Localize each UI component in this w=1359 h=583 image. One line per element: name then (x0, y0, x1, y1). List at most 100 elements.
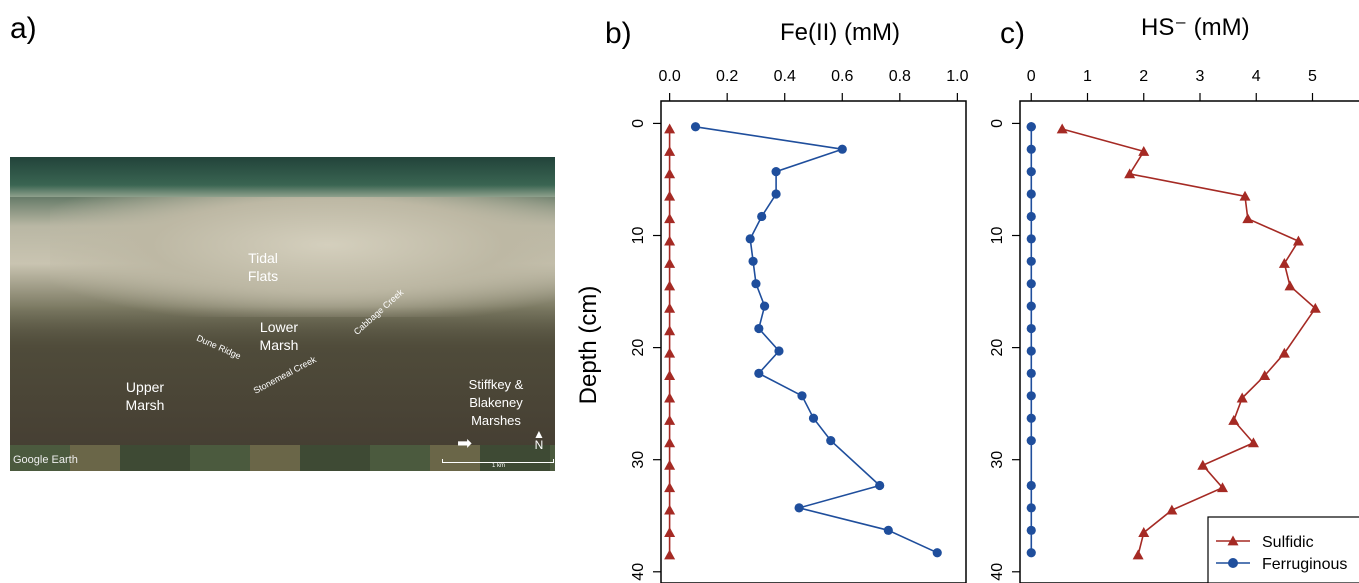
label-tidal-flats: Tidal Flats (247, 250, 279, 284)
chart1-point-sulfidic (1309, 302, 1321, 313)
north-label: N (534, 438, 544, 452)
chart0-point-sulfidic (664, 145, 676, 156)
chart1-point-sulfidic (1166, 504, 1178, 515)
chart1-point-ferruginous (1026, 503, 1036, 513)
chart0-point-sulfidic (664, 235, 676, 246)
chart0-ytick-label: 40 (630, 563, 647, 581)
chart0-point-sulfidic (664, 482, 676, 493)
chart1-point-ferruginous (1026, 211, 1036, 222)
chart0-point-ferruginous (875, 480, 885, 491)
chart0-point-ferruginous (808, 413, 819, 423)
chart1-point-ferruginous (1026, 525, 1036, 535)
chart0-xtick-label: 0.2 (716, 68, 738, 85)
chart1-point-ferruginous (1026, 144, 1036, 154)
chart0-ytick-label: 30 (630, 451, 647, 469)
chart1-point-sulfidic (1242, 213, 1254, 224)
chart1-point-sulfidic (1284, 280, 1296, 291)
chart1-xtick-label: 5 (1308, 68, 1317, 85)
chart1-point-ferruginous (1026, 548, 1036, 558)
chart1-point-sulfidic (1247, 437, 1259, 448)
chart1-point-sulfidic (1217, 482, 1228, 493)
chart1-ytick-label: 20 (989, 339, 1006, 357)
chart0-point-sulfidic (664, 437, 676, 448)
chart1-point-sulfidic (1236, 392, 1248, 403)
chart1-plot-area (1026, 122, 1321, 560)
chart0-point-ferruginous (883, 525, 893, 535)
chart0-point-ferruginous (754, 368, 764, 378)
panel-label-c: c) (1000, 17, 1025, 50)
chart0-ylabel: Depth (cm) (575, 286, 602, 405)
chart1-point-sulfidic (1278, 258, 1290, 268)
label-lower-marsh: Lower Marsh (259, 319, 299, 353)
chart0-point-sulfidic (664, 280, 676, 291)
chart1-point-ferruginous (1026, 256, 1036, 266)
chart1-xtick-label: 3 (1196, 68, 1205, 85)
chart0-point-sulfidic (664, 370, 676, 381)
chart1-point-ferruginous (1026, 167, 1036, 177)
chart0-point-sulfidic (664, 527, 676, 537)
chart1-ytick-label: 10 (989, 227, 1006, 245)
right-arrow-icon: ➡ (457, 433, 473, 453)
legend-marker-sulfidic (1227, 535, 1239, 546)
chart0-point-ferruginous (745, 234, 755, 244)
fe-ii-chart: Fe(II) (mM) 0.0 0.2 0.4 0.6 0.8 1.0 0 10 20 30 40 De… (575, 19, 969, 583)
chart1-title: HS⁻ (mM) (1141, 14, 1250, 41)
chart1-point-sulfidic (1292, 235, 1304, 246)
chart1-point-ferruginous (1026, 480, 1036, 491)
chart0-plot-area (664, 122, 942, 560)
chart1-point-sulfidic (1259, 370, 1271, 381)
chart0-point-ferruginous (837, 144, 847, 154)
chart0-point-ferruginous (759, 301, 770, 311)
chart1-legend: Sulfidic Ferruginous (1207, 516, 1359, 583)
scale-label: 1 km (492, 463, 506, 469)
chart0-point-ferruginous (771, 167, 781, 177)
chart0-point-sulfidic (664, 504, 676, 515)
chart0-point-sulfidic (664, 123, 676, 134)
chart0-point-sulfidic (664, 190, 676, 201)
chart0-point-ferruginous (754, 323, 764, 334)
scale-bar (442, 459, 554, 463)
chart0-series-ferruginous-line (695, 126, 938, 554)
chart1-ytick-label: 40 (989, 563, 1006, 581)
chart1-point-ferruginous (1026, 391, 1036, 401)
chart1-point-ferruginous (1026, 279, 1036, 289)
chart1-point-ferruginous (1026, 413, 1036, 423)
chart0-point-ferruginous (932, 548, 942, 558)
chart0-point-sulfidic (664, 459, 676, 470)
chart1-point-sulfidic (1124, 168, 1136, 179)
chart1-point-ferruginous (1026, 234, 1036, 244)
chart0-point-ferruginous (774, 346, 784, 356)
chart0-point-ferruginous (748, 256, 758, 266)
chart1-xtick-label: 0 (1027, 68, 1036, 85)
chart1-point-sulfidic (1056, 123, 1068, 134)
map-fields (10, 445, 555, 471)
chart1-series-sulfidic-line (1061, 128, 1317, 556)
chart0-point-ferruginous (751, 279, 761, 289)
chart0-point-sulfidic (664, 549, 676, 560)
label-stiffkey: Stiffkey & Blakeney Marshes (468, 377, 524, 428)
map-flats (50, 197, 555, 317)
chart0-point-sulfidic (664, 392, 676, 403)
chart0-ytick-label: 0 (630, 119, 647, 128)
chart1-point-sulfidic (1138, 145, 1150, 156)
chart1-point-sulfidic (1197, 459, 1209, 470)
chart0-xtick-label: 0.8 (889, 68, 911, 85)
chart0-xtick-label: 0.0 (659, 68, 681, 85)
panel-label-a: a) (10, 12, 37, 45)
chart0-frame (660, 100, 967, 583)
chart0-point-ferruginous (771, 189, 781, 199)
map-marsh (10, 307, 555, 447)
chart0-xtick-label: 1.0 (946, 68, 968, 85)
chart1-point-ferruginous (1026, 323, 1036, 334)
chart0-xtick-label: 0.6 (831, 68, 853, 85)
chart1-xtick-label: 2 (1139, 68, 1148, 85)
chart0-point-ferruginous (757, 211, 767, 222)
legend-box (1207, 516, 1359, 583)
chart0-point-sulfidic (664, 414, 676, 425)
north-arrow-icon: ▲ N (533, 427, 545, 452)
chart0-title: Fe(II) (mM) (780, 19, 900, 46)
chart0-point-sulfidic (664, 347, 676, 358)
panel-label-b: b) (605, 17, 632, 50)
chart0-ytick-label: 20 (630, 339, 647, 357)
